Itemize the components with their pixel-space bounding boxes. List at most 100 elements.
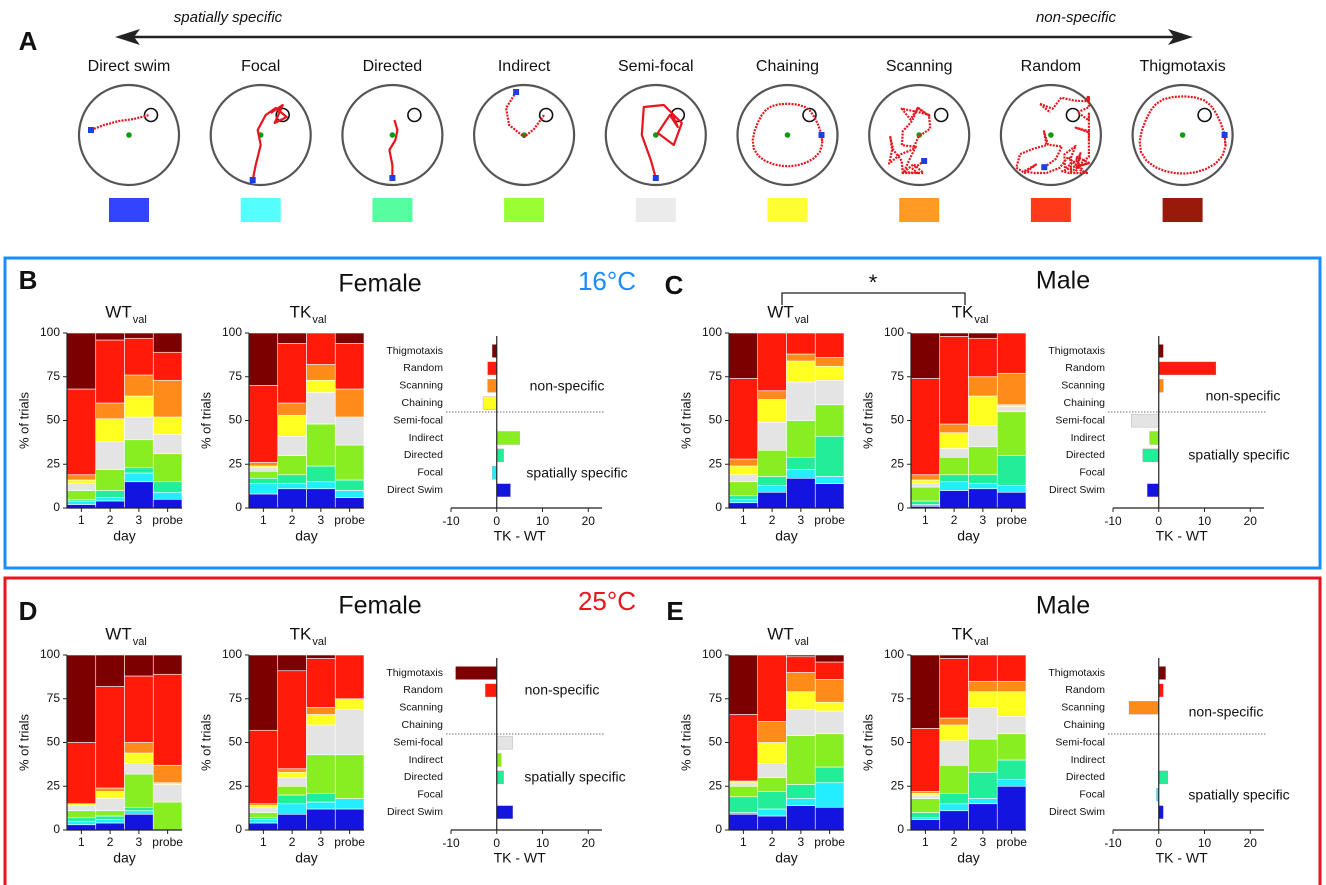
start-point [653,175,659,181]
bar-segment [335,809,364,830]
x-tick-label: 1 [922,835,929,849]
bar-segment [815,436,844,476]
x-tick-label: -10 [442,514,460,528]
significance-mark: * [869,270,878,295]
panel-label: B [19,265,38,295]
group-annotation: spatially specific [526,465,627,481]
bar-segment [278,344,307,404]
bar-segment [278,778,307,787]
x-tick-label: probe [334,835,365,849]
x-axis-label: day [775,850,798,866]
category-label: Focal [1079,789,1105,801]
strategy-swatch [636,198,676,222]
bar-segment [997,779,1026,786]
category-label: Direct Swim [387,806,443,818]
category-label: Random [1065,684,1105,696]
bar-segment [153,352,182,380]
bar-segment [729,466,758,475]
group-annotation: non-specific [1189,704,1264,720]
bar-segment [911,795,940,799]
chart-title: TK [952,624,974,643]
bar-segment [969,692,998,708]
bar-segment [307,489,336,508]
bar-segment [153,765,182,783]
category-label: Direct Swim [1049,484,1105,496]
bar-segment [307,393,336,425]
bar-segment [96,792,125,799]
bar-segment [125,482,154,508]
bar [485,684,496,697]
y-tick-label: 100 [222,325,242,339]
bar-segment [278,671,307,769]
x-tick-label: 1 [922,513,929,527]
category-label: Thigmotaxis [1048,345,1105,357]
strategy-swatch [1163,198,1203,222]
strategy-swatch [899,198,939,222]
category-label: Directed [1066,449,1105,461]
bar-segment [729,797,758,813]
bar-segment [787,382,816,421]
bar-segment [787,799,816,806]
strategy-name: Semi-focal [618,58,694,75]
bar-segment [307,466,336,482]
bar-segment [125,676,154,743]
bar-segment [758,778,787,792]
bar [488,362,497,375]
x-tick-label: 2 [951,835,958,849]
bar-segment [758,450,787,476]
category-label: Thigmotaxis [1048,667,1105,679]
bar-segment [153,785,182,803]
bar-segment [969,489,998,508]
bar-segment [67,333,96,389]
bar-segment [67,743,96,804]
bar-segment [153,655,182,674]
strategy-name: Directed [363,58,423,75]
group-annotation: non-specific [525,682,600,698]
bar-segment [278,769,307,773]
y-tick-label: 100 [40,325,60,339]
bar-segment [969,333,998,338]
bar-segment [815,734,844,767]
x-tick-label: probe [814,835,845,849]
x-tick-label: -10 [1104,836,1122,850]
bar-segment [125,814,154,830]
bar-segment [997,492,1026,508]
x-tick-label: probe [814,513,845,527]
x-axis-label: day [957,850,980,866]
chart-title-subscript: val [312,314,326,326]
bar-segment [67,480,96,484]
x-axis-label: day [957,528,980,544]
x-tick-label: probe [996,835,1027,849]
x-tick-label: 2 [289,513,296,527]
bar-segment [96,442,125,470]
x-tick-label: -10 [442,836,460,850]
bar [497,754,502,767]
category-label: Scanning [399,702,443,714]
bar [497,449,504,462]
bar-segment [249,823,278,830]
bar-segment [153,417,182,435]
chart-title-subscript: val [974,636,988,648]
start-point [1041,164,1047,170]
bar-segment [911,480,940,484]
bar-segment [335,709,364,755]
bar-segment [815,358,844,367]
bar [1131,414,1158,427]
strategy-swatch [241,198,281,222]
bar-segment [787,655,816,657]
bar-segment [969,377,998,396]
bar-segment [787,657,816,673]
bar-segment [787,333,816,354]
bar-segment [997,716,1026,734]
y-tick-label: 0 [235,822,242,836]
bar-segment [815,380,844,405]
bar-segment [758,764,787,778]
bar-segment [307,333,336,365]
temperature: 16°C [578,266,636,296]
bar-segment [940,333,969,337]
bar-segment [335,498,364,509]
x-tick-label: 20 [1244,514,1258,528]
bar-segment [911,729,940,792]
bar-segment [787,354,816,361]
bar [1159,362,1216,375]
